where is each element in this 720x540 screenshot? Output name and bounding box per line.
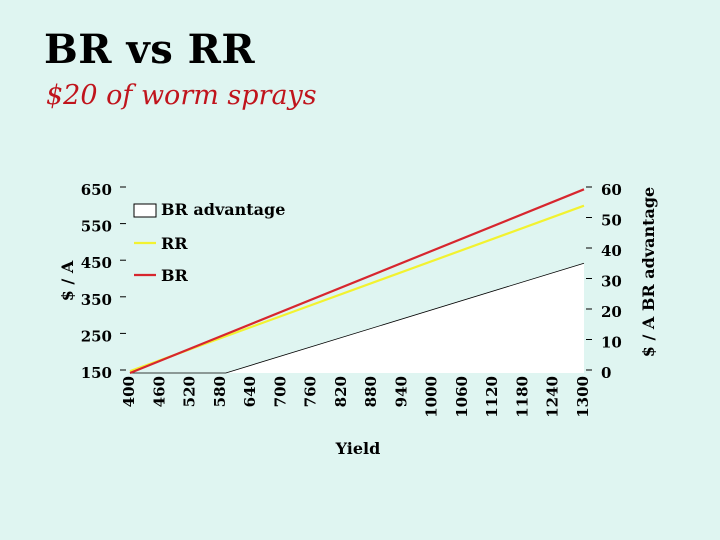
rr-series-line [129,204,585,373]
x-tick-label: 1000 [423,376,441,418]
right-tick-label: 60 [601,181,622,199]
x-tick-label: 400 [120,376,138,407]
left-tick-label: 650 [81,181,112,199]
slide-title: BR vs RR [44,26,256,73]
right-tick-label: 30 [601,273,622,291]
x-tick-label: 880 [362,376,380,407]
left-tick-label: 450 [81,254,112,272]
left-tick-label: 150 [81,364,112,382]
x-tick-label: 1300 [574,376,592,418]
br-advantage-area [130,263,584,373]
x-tick-label: 460 [150,376,168,407]
right-tick-label: 20 [601,303,622,321]
x-tick-label: 1180 [513,376,531,418]
x-tick-label: 520 [181,376,199,407]
slide-subtitle: $20 of worm sprays [46,80,317,111]
x-tick-label: 820 [332,376,350,407]
x-tick-label: 940 [392,376,410,407]
right-y-axis-title: $ / A BR advantage [639,187,658,357]
legend-label: BR advantage [161,200,285,219]
legend-label: BR [161,266,189,285]
left-y-axis: 150 250 350 450 550 650 [81,181,126,382]
legend-swatch-br-advantage [133,203,157,218]
x-axis: 400 460 520 580 640 700 760 820 880 940 1000 1060 11… [120,376,592,418]
left-tick-label: 250 [81,327,112,345]
x-tick-label: 760 [302,376,320,407]
br-series-line [129,188,585,375]
right-tick-label: 40 [601,242,622,260]
x-tick-label: 700 [271,376,289,407]
left-y-axis-title: $ / A [58,260,77,301]
x-tick-label: 580 [211,376,229,407]
x-tick-label: 1240 [544,376,562,418]
x-axis-title: Yield [335,439,381,458]
left-tick-label: 350 [81,291,112,309]
legend: BR advantage RR BR [133,200,285,285]
x-tick-label: 1120 [483,376,501,418]
x-tick-label: 640 [241,376,259,407]
plot-area [129,188,585,375]
legend-label: RR [161,234,188,253]
x-tick-label: 1060 [453,376,471,418]
right-tick-label: 0 [601,364,611,382]
left-tick-label: 550 [81,218,112,236]
right-y-axis: 0 10 20 30 40 50 60 [586,181,622,382]
right-tick-label: 50 [601,212,622,230]
right-tick-label: 10 [601,334,622,352]
br-advantage-edge [130,262,585,374]
